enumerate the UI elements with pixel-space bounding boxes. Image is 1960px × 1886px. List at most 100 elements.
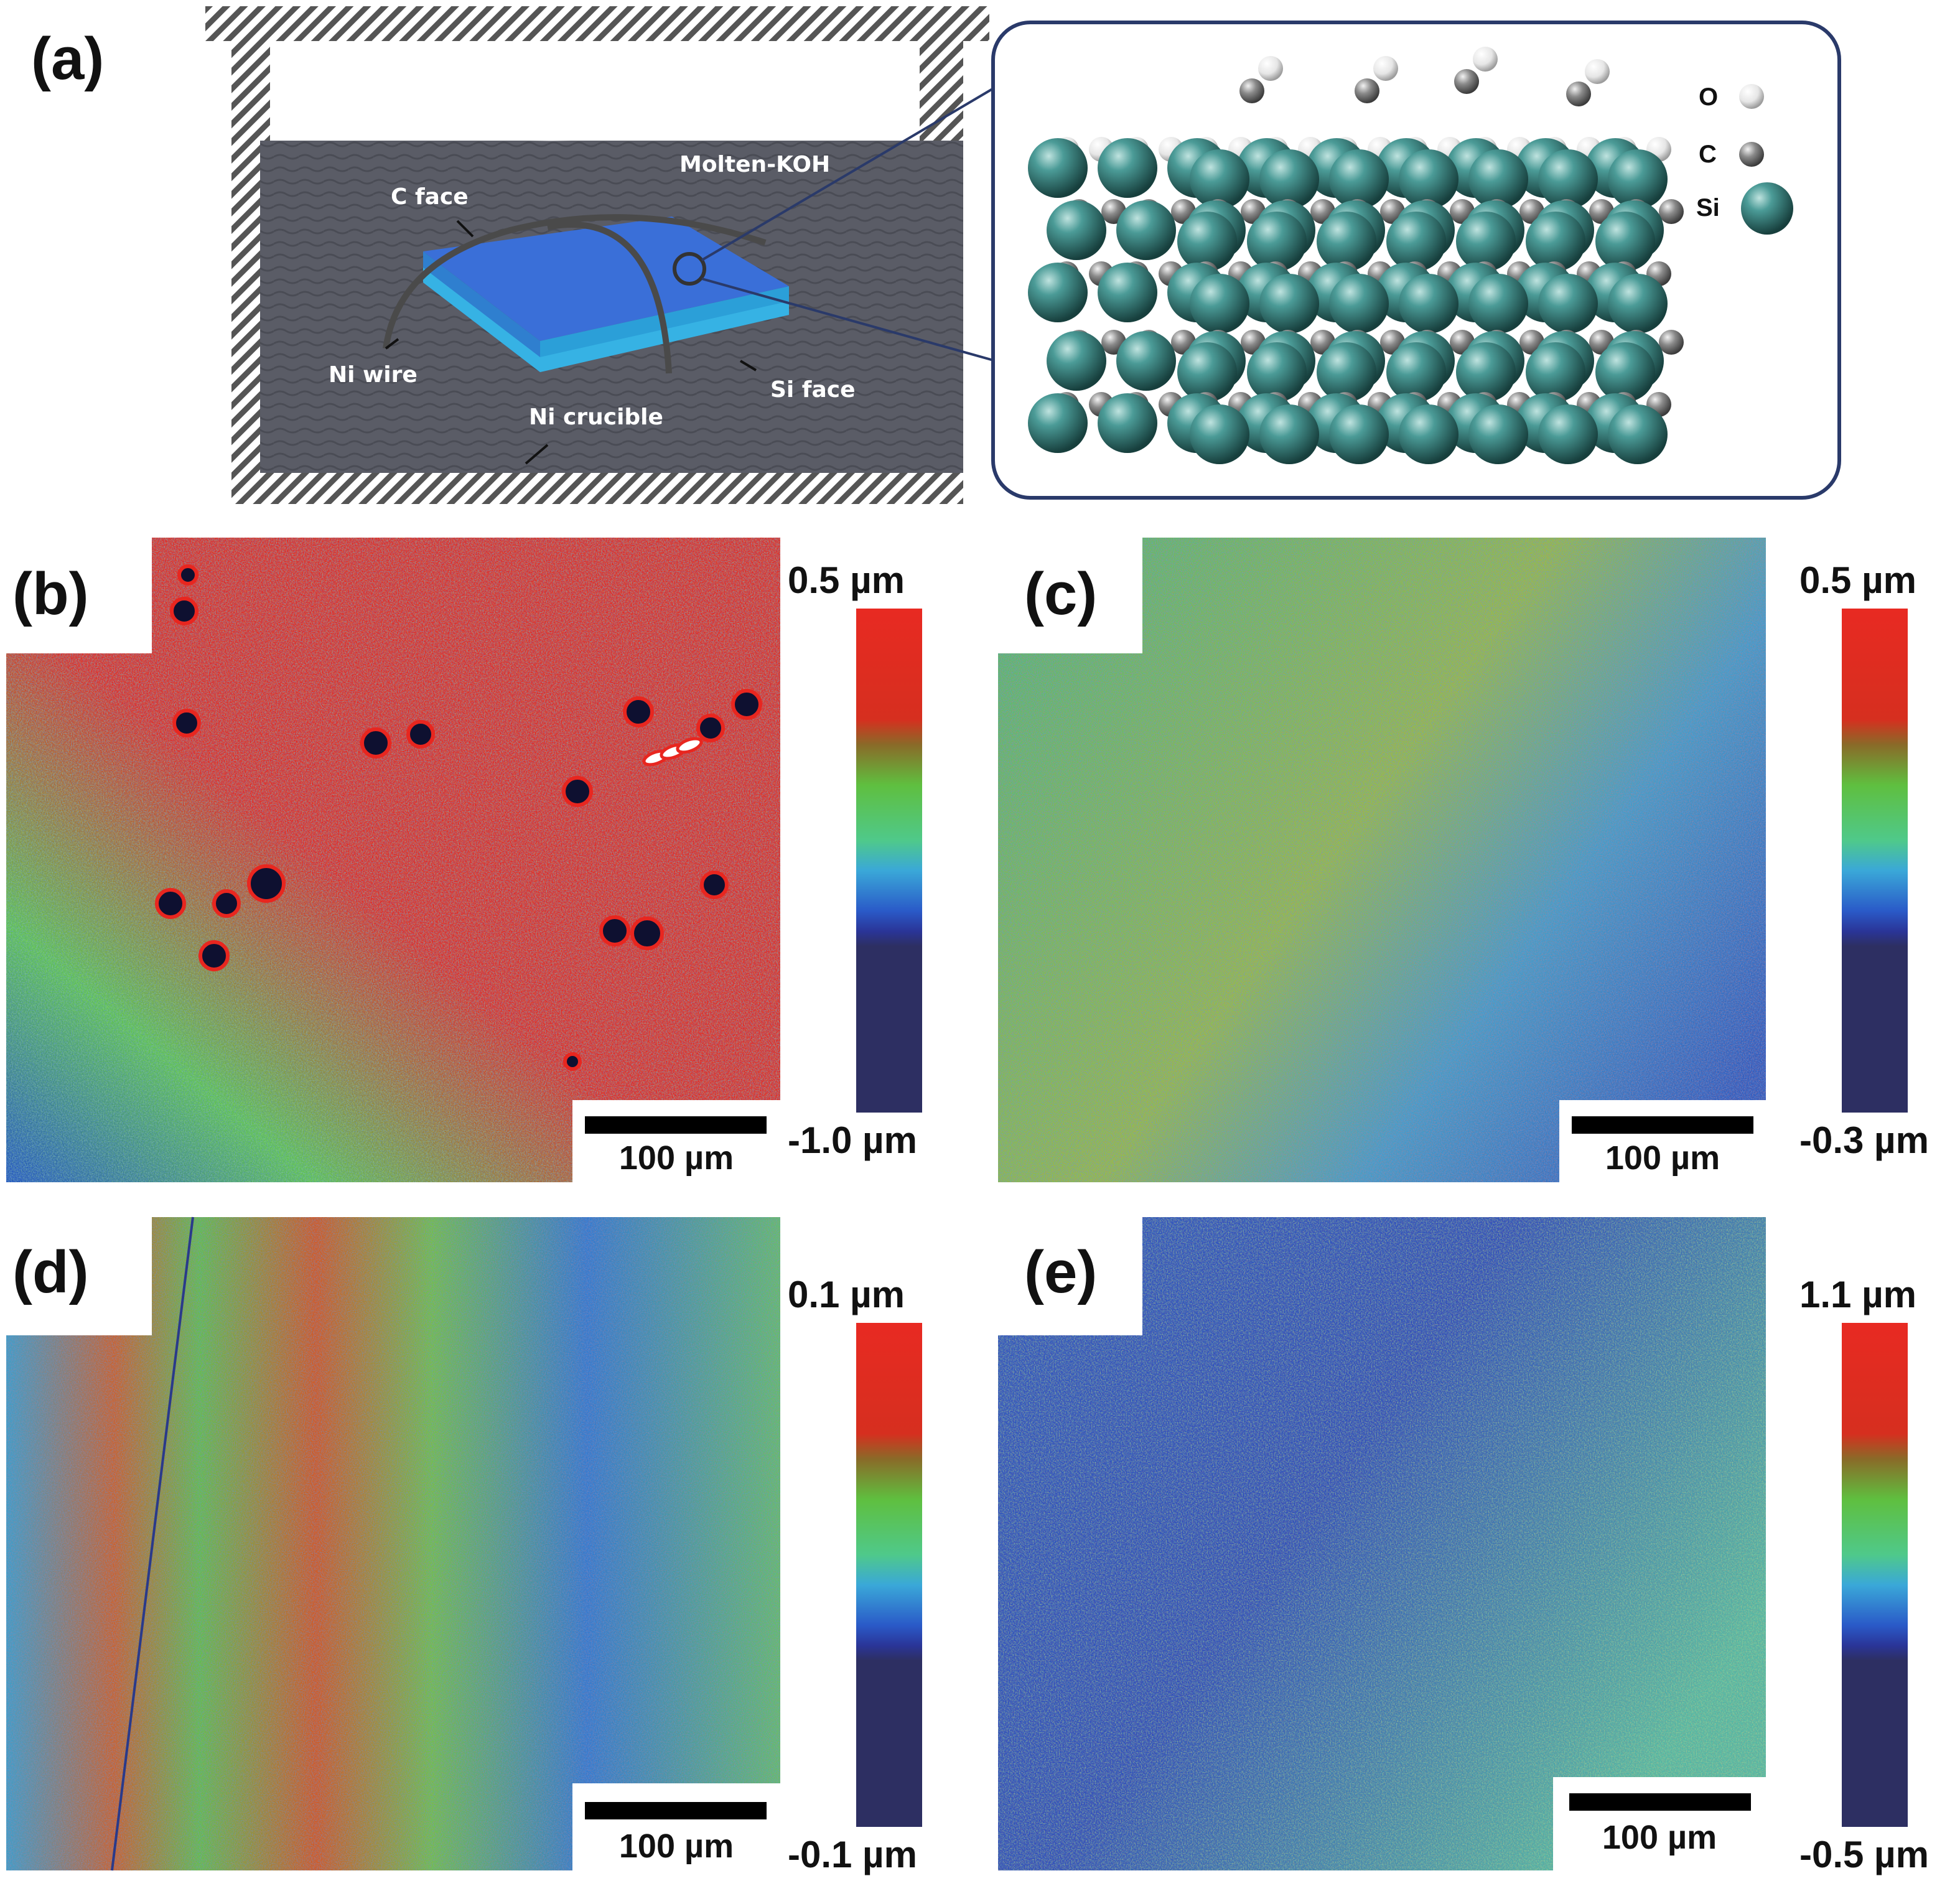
lattice-si-atom bbox=[1317, 212, 1376, 271]
co-molecule-c bbox=[1454, 69, 1479, 94]
etch-pit bbox=[563, 1052, 582, 1071]
lattice-c-atom bbox=[1659, 330, 1684, 355]
lattice-si-atom bbox=[1259, 149, 1319, 209]
co-molecule-o bbox=[1373, 56, 1398, 81]
lattice-si-atom bbox=[1329, 404, 1389, 464]
co-molecule-c bbox=[1355, 78, 1379, 103]
panel-label-b: (b) bbox=[12, 561, 89, 627]
lattice-si-atom bbox=[1468, 404, 1528, 464]
map-e bbox=[998, 1217, 1766, 1870]
lattice-si-atom bbox=[1047, 331, 1106, 391]
legend-o-atom bbox=[1739, 84, 1764, 109]
scalebar-b-line bbox=[585, 1116, 767, 1134]
scalebar-d-label: 100 µm bbox=[618, 1828, 734, 1865]
lattice-si-atom bbox=[1177, 342, 1237, 402]
lattice-si-atom bbox=[1317, 342, 1376, 402]
colorbar-c-max: 0.5 µm bbox=[1799, 559, 1916, 601]
colorbar-d bbox=[856, 1323, 922, 1827]
lattice-si-atom bbox=[1595, 342, 1655, 402]
lattice-si-atom bbox=[1329, 274, 1389, 334]
label-c-face: C face bbox=[391, 184, 469, 210]
lattice-si-atom bbox=[1028, 393, 1088, 453]
etch-pit bbox=[406, 720, 435, 749]
colorbar-d-min: -0.1 µm bbox=[788, 1834, 917, 1875]
scalebar-c-line bbox=[1572, 1116, 1753, 1134]
lattice-si-atom bbox=[1399, 274, 1458, 334]
etch-pit bbox=[731, 689, 762, 720]
lattice-si-atom bbox=[1190, 404, 1249, 464]
colorbar-b bbox=[856, 609, 922, 1113]
label-ni-wire: Ni wire bbox=[329, 362, 418, 388]
colorbar-c-min: -0.3 µm bbox=[1799, 1119, 1929, 1161]
scalebar-b-label: 100 µm bbox=[618, 1139, 734, 1177]
co-molecule-o bbox=[1258, 56, 1283, 81]
lattice-si-atom bbox=[1247, 212, 1307, 271]
lattice-si-atom bbox=[1456, 212, 1516, 271]
co-molecule-o bbox=[1585, 59, 1610, 84]
legend-c-atom bbox=[1739, 142, 1764, 167]
etch-pit bbox=[599, 915, 630, 946]
colorbar-b-min: -1.0 µm bbox=[788, 1119, 917, 1161]
label-si-face: Si face bbox=[770, 377, 856, 403]
etch-pit bbox=[700, 871, 729, 899]
label-molten-koh: Molten-KOH bbox=[679, 152, 831, 177]
lattice-si-atom bbox=[1538, 274, 1598, 334]
lattice-si-atom bbox=[1116, 331, 1176, 391]
lattice-si-atom bbox=[1608, 149, 1668, 209]
lattice-si-atom bbox=[1526, 342, 1585, 402]
etch-pit bbox=[177, 564, 198, 586]
co-molecule-c bbox=[1239, 78, 1264, 103]
atomic-model bbox=[991, 21, 1841, 500]
legend-c-label: C bbox=[1699, 141, 1717, 168]
lattice-si-atom bbox=[1028, 263, 1088, 322]
lattice-si-atom bbox=[1386, 212, 1446, 271]
map-c bbox=[998, 538, 1766, 1182]
lattice-si-atom bbox=[1098, 263, 1157, 322]
lattice-si-atom bbox=[1098, 138, 1157, 198]
lattice-si-atom bbox=[1177, 212, 1237, 271]
crucible-schematic bbox=[205, 6, 997, 504]
co-molecule-o bbox=[1473, 47, 1498, 72]
lattice-si-atom bbox=[1538, 149, 1598, 209]
etch-pit bbox=[172, 709, 201, 737]
panel-label-c: (c) bbox=[1024, 561, 1098, 627]
ni-wire bbox=[383, 214, 767, 349]
scalebar-e: 100 µm bbox=[1553, 1777, 1766, 1870]
lattice-si-atom bbox=[1386, 342, 1446, 402]
scalebar-c: 100 µm bbox=[1559, 1100, 1766, 1182]
lattice-si-atom bbox=[1399, 149, 1458, 209]
etch-pit bbox=[562, 776, 593, 807]
colorbar-c bbox=[1842, 609, 1908, 1113]
elongated-pit bbox=[676, 737, 703, 754]
scalebar-e-label: 100 µm bbox=[1602, 1819, 1717, 1856]
lattice-c-atom bbox=[1659, 199, 1684, 224]
lattice-si-atom bbox=[1190, 274, 1249, 334]
lattice-si-atom bbox=[1190, 149, 1249, 209]
colorbar-e-min: -0.5 µm bbox=[1799, 1834, 1929, 1875]
co-molecule-c bbox=[1566, 82, 1591, 106]
lattice-si-atom bbox=[1329, 149, 1389, 209]
scalebar-b: 100 µm bbox=[572, 1100, 780, 1182]
legend-o-label: O bbox=[1699, 83, 1719, 111]
map-b bbox=[6, 538, 780, 1182]
etch-pit bbox=[170, 597, 198, 625]
etch-pit bbox=[247, 864, 286, 903]
lattice-si-atom bbox=[1468, 274, 1528, 334]
panel-label-a: (a) bbox=[31, 26, 105, 92]
panel-label-d: (d) bbox=[12, 1239, 89, 1305]
etch-pit bbox=[623, 696, 654, 727]
lattice-si-atom bbox=[1608, 274, 1668, 334]
legend-si-label: Si bbox=[1696, 194, 1720, 222]
colorbar-e-max: 1.1 µm bbox=[1799, 1274, 1916, 1315]
map-d bbox=[6, 1216, 780, 1871]
colorbar-d-max: 0.1 µm bbox=[788, 1274, 905, 1315]
lattice-si-atom bbox=[1526, 212, 1585, 271]
lattice-si-atom bbox=[1047, 200, 1106, 260]
lattice-si-atom bbox=[1028, 138, 1088, 198]
zoom-circle bbox=[673, 252, 706, 286]
colorbar-b-max: 0.5 µm bbox=[788, 559, 905, 601]
lattice-si-atom bbox=[1468, 149, 1528, 209]
label-ni-crucible: Ni crucible bbox=[529, 404, 663, 430]
legend-si-atom bbox=[1741, 182, 1793, 235]
lattice-si-atom bbox=[1259, 274, 1319, 334]
